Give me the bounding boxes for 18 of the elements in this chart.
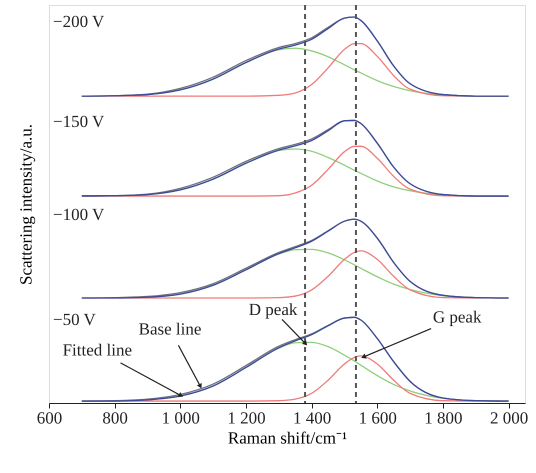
y-axis-title: Scattering intensity/a.u. <box>16 124 36 285</box>
x-tick-label: 1 800 <box>424 408 463 428</box>
annotation: G peak <box>432 308 482 327</box>
x-tick-label: 1 400 <box>292 408 332 428</box>
x-tick-label: 1 000 <box>162 408 200 428</box>
annotation: Fitted line <box>62 340 132 360</box>
annotation: D peak <box>248 300 298 320</box>
annotation: −200 V <box>53 12 106 31</box>
x-tick-label: 600 <box>36 408 62 428</box>
annotation: Base line <box>138 320 202 339</box>
annotation: −100 V <box>53 205 106 224</box>
x-tick-label: 1 600 <box>358 408 397 428</box>
x-tick-label: 2 000 <box>490 408 528 428</box>
x-tick-label: 1 200 <box>227 408 266 428</box>
x-axis-title: Raman shift/cm⁻¹ <box>228 428 348 448</box>
annotation: −50 V <box>53 310 97 329</box>
annotation: −150 V <box>53 112 106 131</box>
x-tick-label: 800 <box>102 408 128 428</box>
